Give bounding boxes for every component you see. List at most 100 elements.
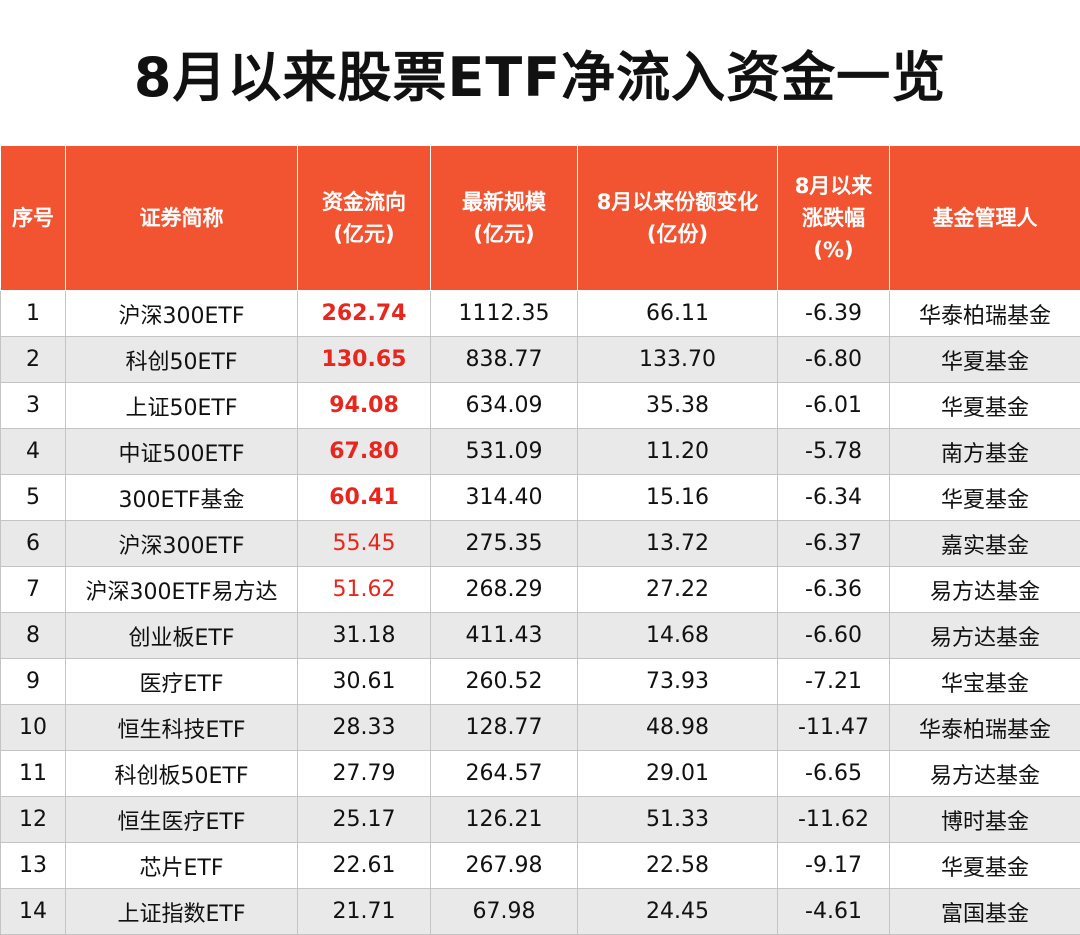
share-change: 13.72 <box>577 520 778 567</box>
table-row: 9 医疗ETF 30.61 260.52 73.93 -7.21 华宝基金 <box>0 658 1080 705</box>
share-change: 14.68 <box>577 612 778 659</box>
change-pct: -6.60 <box>777 612 890 659</box>
col-header-flow: 资金流向 (亿元) <box>297 145 431 291</box>
latest-scale: 128.77 <box>430 704 578 751</box>
fund-manager: 华泰柏瑞基金 <box>889 290 1080 337</box>
latest-scale: 1112.35 <box>430 290 578 337</box>
header-line: 基金管理人 <box>932 206 1038 230</box>
fund-flow: 30.61 <box>297 658 431 705</box>
col-header-share-change: 8月以来份额变化 (亿份) <box>577 145 778 291</box>
security-name: 恒生科技ETF <box>65 704 298 751</box>
change-pct: -9.17 <box>777 842 890 889</box>
fund-manager: 华夏基金 <box>889 382 1080 429</box>
fund-manager: 华宝基金 <box>889 658 1080 705</box>
latest-scale: 260.52 <box>430 658 578 705</box>
fund-manager: 南方基金 <box>889 428 1080 475</box>
change-pct: -6.34 <box>777 474 890 521</box>
change-pct: -6.39 <box>777 290 890 337</box>
latest-scale: 411.43 <box>430 612 578 659</box>
header-line: 8月以来 <box>794 174 873 198</box>
header-line: 序号 <box>12 206 54 230</box>
security-name: 中证500ETF <box>65 428 298 475</box>
latest-scale: 634.09 <box>430 382 578 429</box>
share-change: 48.98 <box>577 704 778 751</box>
fund-manager: 易方达基金 <box>889 612 1080 659</box>
row-index: 2 <box>0 336 66 383</box>
security-name: 300ETF基金 <box>65 474 298 521</box>
security-name: 科创板50ETF <box>65 750 298 797</box>
change-pct: -5.78 <box>777 428 890 475</box>
latest-scale: 264.57 <box>430 750 578 797</box>
table-row: 12 恒生医疗ETF 25.17 126.21 51.33 -11.62 博时基金 <box>0 796 1080 843</box>
fund-manager: 华夏基金 <box>889 336 1080 383</box>
fund-flow: 31.18 <box>297 612 431 659</box>
fund-manager: 富国基金 <box>889 888 1080 935</box>
row-index: 11 <box>0 750 66 797</box>
security-name: 创业板ETF <box>65 612 298 659</box>
change-pct: -6.01 <box>777 382 890 429</box>
header-line: (%) <box>813 238 854 262</box>
fund-manager: 华泰柏瑞基金 <box>889 704 1080 751</box>
col-header-scale: 最新规模 (亿元) <box>430 145 578 291</box>
share-change: 27.22 <box>577 566 778 613</box>
fund-flow: 67.80 <box>297 428 431 475</box>
table-row: 13 芯片ETF 22.61 267.98 22.58 -9.17 华夏基金 <box>0 842 1080 889</box>
share-change: 24.45 <box>577 888 778 935</box>
table-row: 6 沪深300ETF 55.45 275.35 13.72 -6.37 嘉实基金 <box>0 520 1080 567</box>
latest-scale: 275.35 <box>430 520 578 567</box>
latest-scale: 126.21 <box>430 796 578 843</box>
fund-manager: 华夏基金 <box>889 474 1080 521</box>
col-header-change-pct: 8月以来涨跌幅 (%) <box>777 145 890 291</box>
security-name: 上证指数ETF <box>65 888 298 935</box>
table-row: 8 创业板ETF 31.18 411.43 14.68 -6.60 易方达基金 <box>0 612 1080 659</box>
header-line: 最新规模 <box>462 190 546 214</box>
fund-flow: 55.45 <box>297 520 431 567</box>
security-name: 芯片ETF <box>65 842 298 889</box>
latest-scale: 531.09 <box>430 428 578 475</box>
change-pct: -11.47 <box>777 704 890 751</box>
change-pct: -7.21 <box>777 658 890 705</box>
security-name: 上证50ETF <box>65 382 298 429</box>
row-index: 4 <box>0 428 66 475</box>
share-change: 51.33 <box>577 796 778 843</box>
col-header-name: 证券简称 <box>65 145 298 291</box>
header-line: (亿元) <box>473 222 535 246</box>
share-change: 35.38 <box>577 382 778 429</box>
fund-flow: 262.74 <box>297 290 431 337</box>
latest-scale: 268.29 <box>430 566 578 613</box>
fund-flow: 130.65 <box>297 336 431 383</box>
row-index: 6 <box>0 520 66 567</box>
change-pct: -4.61 <box>777 888 890 935</box>
fund-flow: 21.71 <box>297 888 431 935</box>
fund-flow: 27.79 <box>297 750 431 797</box>
share-change: 15.16 <box>577 474 778 521</box>
share-change: 22.58 <box>577 842 778 889</box>
table-row: 3 上证50ETF 94.08 634.09 35.38 -6.01 华夏基金 <box>0 382 1080 429</box>
security-name: 沪深300ETF <box>65 520 298 567</box>
row-index: 9 <box>0 658 66 705</box>
change-pct: -6.36 <box>777 566 890 613</box>
latest-scale: 267.98 <box>430 842 578 889</box>
page-title: 8月以来股票ETF净流入资金一览 <box>133 46 947 109</box>
fund-flow: 51.62 <box>297 566 431 613</box>
header-line: (亿元) <box>333 222 395 246</box>
row-index: 3 <box>0 382 66 429</box>
header-line: 涨跌幅 <box>802 206 865 230</box>
table-row: 4 中证500ETF 67.80 531.09 11.20 -5.78 南方基金 <box>0 428 1080 475</box>
row-index: 12 <box>0 796 66 843</box>
security-name: 科创50ETF <box>65 336 298 383</box>
fund-flow: 94.08 <box>297 382 431 429</box>
table-row: 11 科创板50ETF 27.79 264.57 29.01 -6.65 易方达基金 <box>0 750 1080 797</box>
header-line: 证券简称 <box>139 206 224 230</box>
fund-manager: 易方达基金 <box>889 750 1080 797</box>
fund-flow: 25.17 <box>297 796 431 843</box>
header-line: (亿份) <box>646 222 709 246</box>
share-change: 73.93 <box>577 658 778 705</box>
security-name: 医疗ETF <box>65 658 298 705</box>
change-pct: -6.37 <box>777 520 890 567</box>
latest-scale: 67.98 <box>430 888 578 935</box>
table-row: 2 科创50ETF 130.65 838.77 133.70 -6.80 华夏基金 <box>0 336 1080 383</box>
share-change: 66.11 <box>577 290 778 337</box>
security-name: 恒生医疗ETF <box>65 796 298 843</box>
share-change: 29.01 <box>577 750 778 797</box>
